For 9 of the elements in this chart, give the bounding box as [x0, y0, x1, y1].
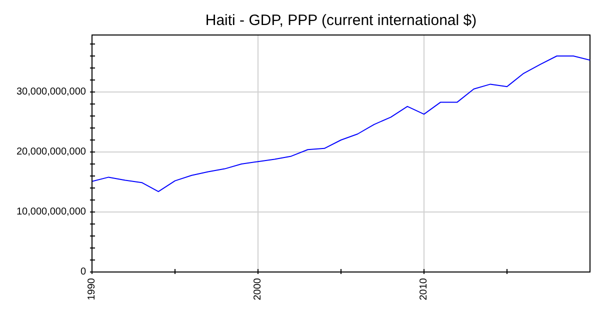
x-tick-label: 1990: [86, 278, 98, 300]
y-tick-label: 10,000,000,000: [16, 206, 86, 218]
y-tick-label: 30,000,000,000: [16, 86, 86, 98]
x-tick-label: 2000: [252, 278, 264, 300]
y-tick-label: 20,000,000,000: [16, 146, 86, 158]
chart-title: Haiti - GDP, PPP (current international $): [204, 12, 478, 29]
x-tick-label: 2010: [418, 278, 430, 300]
line-series: [92, 56, 590, 192]
y-tick-label: 0: [80, 266, 86, 278]
